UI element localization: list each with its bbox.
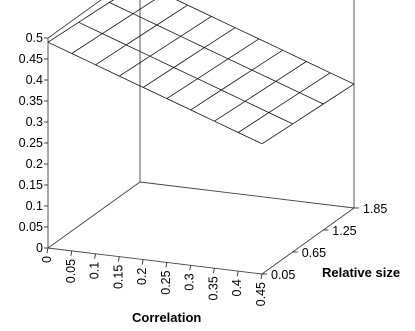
y-tick-label: 0.05	[271, 268, 295, 282]
mesh-line-x	[261, 83, 355, 145]
z-tick-label: 0.45	[19, 52, 43, 66]
x-tick-mark	[165, 262, 168, 268]
y-axis-ticks: 0.05 0.65 1.25 1.85	[262, 202, 387, 282]
y-tick-label: 0.65	[302, 246, 326, 260]
mesh-line-x	[71, 0, 155, 54]
box-edge	[261, 207, 355, 275]
z-tick-label: 0.2	[26, 157, 43, 171]
z-tick-label: 0.1	[26, 199, 43, 213]
box-edge	[47, 181, 141, 249]
mesh-line-x	[47, 0, 115, 43]
y-tick-label: 1.25	[332, 224, 356, 238]
z-tick-label: 0.35	[19, 94, 43, 108]
mesh-line-x	[95, 4, 188, 66]
x-axis-ticks: 0 0.05 0.1 0.15 0.2 0.25 0.3 0.35 0.4 0.45	[40, 247, 268, 306]
z-tick-label: 0.5	[26, 31, 43, 45]
mesh-line-x	[166, 38, 260, 99]
z-tick-label: 0.3	[26, 115, 43, 129]
x-tick-label: 0.45	[254, 282, 268, 306]
x-tick-mark	[189, 265, 192, 271]
x-axis-title: Correlation	[132, 310, 201, 325]
mesh-line-y	[47, 41, 263, 145]
x-tick-mark	[117, 256, 120, 262]
y-tick-label: 1.85	[363, 202, 387, 216]
x-tick-label: 0.3	[183, 273, 197, 290]
mesh-line-x	[214, 61, 307, 122]
z-tick-label: 0.4	[26, 73, 43, 87]
x-tick-mark	[141, 259, 144, 265]
z-tick-label: 0.25	[19, 136, 43, 150]
z-tick-label: 0.15	[19, 178, 43, 192]
box-edge	[47, 247, 263, 275]
x-tick-mark	[46, 247, 49, 254]
chart-box	[47, 0, 355, 275]
mesh-line-x	[237, 72, 331, 133]
x-tick-label: 0.1	[88, 262, 102, 279]
box-edge	[139, 181, 355, 209]
surface-mesh	[47, 0, 355, 145]
x-tick-label: 0.25	[159, 270, 173, 294]
mesh-line-x	[119, 16, 212, 77]
mesh-line-x	[190, 49, 283, 111]
x-tick-label: 0.4	[230, 279, 244, 296]
mesh-line-x	[142, 27, 236, 88]
y-axis-title: Relative size	[322, 265, 400, 280]
x-tick-label: 0.15	[111, 265, 125, 289]
x-tick-label: 0.35	[206, 276, 220, 300]
z-tick-label: 0	[36, 241, 43, 255]
x-tick-mark	[94, 253, 97, 259]
mesh-line-y	[109, 2, 324, 105]
z-tick-label: 0.05	[19, 220, 43, 234]
x-tick-mark	[236, 271, 239, 277]
x-tick-label: 0	[40, 256, 54, 263]
x-tick-mark	[260, 273, 263, 280]
x-tick-mark	[212, 268, 215, 274]
mesh-line-y	[175, 0, 355, 85]
box-edge	[47, 0, 102, 39]
x-tick-label: 0.05	[64, 259, 78, 283]
z-axis-ticks: 0 0.05 0.1 0.15 0.2 0.25 0.3 0.35 0.4 0.45 0.5	[19, 31, 48, 255]
mesh-line-y	[78, 21, 293, 125]
x-tick-mark	[70, 250, 73, 256]
x-tick-label: 0.2	[135, 268, 149, 285]
